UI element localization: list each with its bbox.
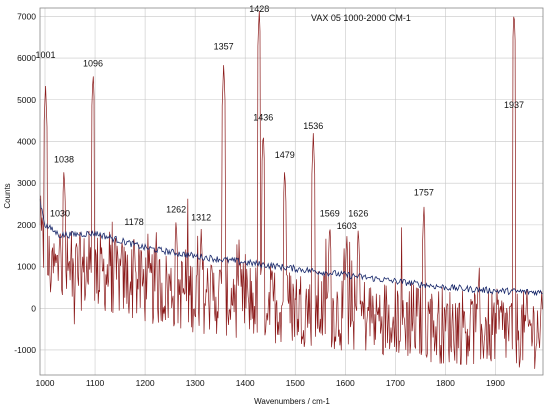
peak-label: 1479 [275,150,295,160]
y-tick-label: 0 [31,303,36,313]
y-tick-label: 2000 [17,220,36,230]
peak-label: 1569 [320,209,340,219]
baseline-line [39,198,543,296]
x-tick-label: 1100 [86,378,105,388]
peak-label: 1436 [253,113,273,123]
y-tick-label: 3000 [17,178,36,188]
y-tick-label: 7000 [17,11,36,21]
peak-label: 1096 [83,58,103,68]
peak-label: 1178 [124,217,143,227]
peak-label: 1536 [303,121,323,131]
spectrum-line [39,10,543,369]
x-tick-label: 1200 [136,378,155,388]
peak-label: 1357 [214,42,234,52]
peak-label: 1030 [50,209,70,219]
chart-title: VAX 05 1000-2000 CM-1 [311,13,411,23]
y-tick-label: 4000 [17,136,36,146]
y-tick-label: 6000 [17,53,36,63]
x-tick-label: 1000 [36,378,55,388]
x-tick-label: 1500 [286,378,305,388]
peak-label: 1757 [414,188,434,198]
x-axis-label: Wavenumbers / cm-1 [254,397,330,406]
series-lines [39,10,543,369]
peak-label: 1428 [249,4,269,14]
y-tick-label: 1000 [17,262,36,272]
y-axis-label: Counts [3,183,12,208]
y-tick-labels: -1000 0 1000 2000 3000 4000 5000 6000 7000 [14,11,36,355]
peak-labels: 1001 1030 1038 1096 1178 1262 1312 1357 1428 1436… [35,4,523,231]
peak-label: 1262 [166,204,186,214]
plot-frame [39,7,544,376]
x-tick-label: 1800 [436,378,455,388]
peak-label: 1038 [54,154,74,164]
x-tick-label: 1900 [486,378,505,388]
x-tick-label: 1400 [236,378,255,388]
peak-label: 1937 [504,100,524,110]
x-tick-labels: 1000 1100 1200 1300 1400 1500 1600 1700 1800 1900 [36,378,506,388]
y-tick-label: -1000 [14,345,36,355]
x-tick-label: 1600 [336,378,355,388]
y-tick-label: 5000 [17,95,36,105]
peak-label: 1626 [348,209,368,219]
peak-label: 1312 [191,213,211,223]
peak-label: 1603 [337,221,357,231]
x-tick-label: 1700 [386,378,405,388]
x-tick-label: 1300 [186,378,205,388]
peak-label: 1001 [35,50,55,60]
